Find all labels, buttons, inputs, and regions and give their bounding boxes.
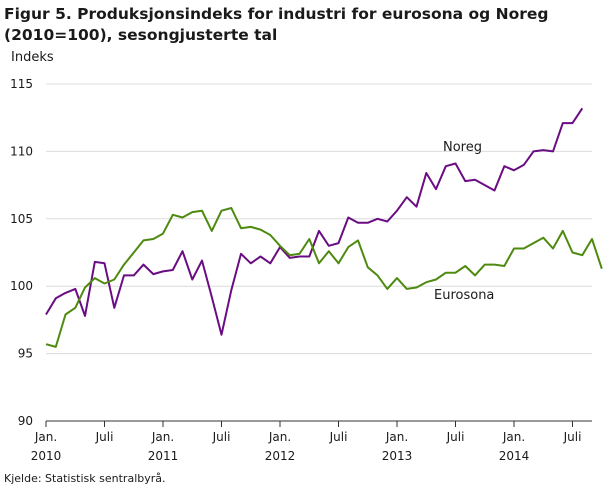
x-tick-label-2012-01: Jan. <box>268 430 291 444</box>
x-tick-label-2010-01: Jan. <box>34 430 57 444</box>
x-tick-label-2014-07: Juli <box>563 430 582 444</box>
chart-title: Figur 5. Produksjonsindeks for industri … <box>4 5 549 44</box>
y-tick-label-100: 100 <box>10 279 33 293</box>
x-tick-label-2014-01: Jan. <box>502 430 525 444</box>
series-label-eurosona: Eurosona <box>434 288 494 303</box>
y-tick-label-105: 105 <box>10 212 33 226</box>
x-tick-year-2012-01: 2012 <box>265 449 296 463</box>
x-tick-label-2013-07: Juli <box>446 430 465 444</box>
source-note: Kjelde: Statistisk sentralbyrå. <box>4 472 166 485</box>
x-tick-year-2014-01: 2014 <box>499 449 530 463</box>
x-tick-year-2013-01: 2013 <box>382 449 413 463</box>
y-tick-label-115: 115 <box>10 77 33 91</box>
y-tick-label-95: 95 <box>18 347 33 361</box>
x-tick-label-2011-07: Juli <box>212 430 231 444</box>
y-tick-label-110: 110 <box>10 144 33 158</box>
x-tick-label-2012-07: Juli <box>329 430 348 444</box>
x-tick-year-2010-01: 2010 <box>31 449 62 463</box>
x-tick-label-2011-01: Jan. <box>151 430 174 444</box>
y-tick-label-90: 90 <box>18 414 33 428</box>
series-label-noreg: Noreg <box>443 140 482 155</box>
x-tick-label-2010-07: Juli <box>95 430 114 444</box>
series-line-noreg <box>45 107 584 336</box>
x-tick-year-2011-01: 2011 <box>148 449 179 463</box>
y-axis-label: Indeks <box>11 50 54 65</box>
x-tick-label-2013-01: Jan. <box>385 430 408 444</box>
series-line-eurosona <box>45 207 603 348</box>
